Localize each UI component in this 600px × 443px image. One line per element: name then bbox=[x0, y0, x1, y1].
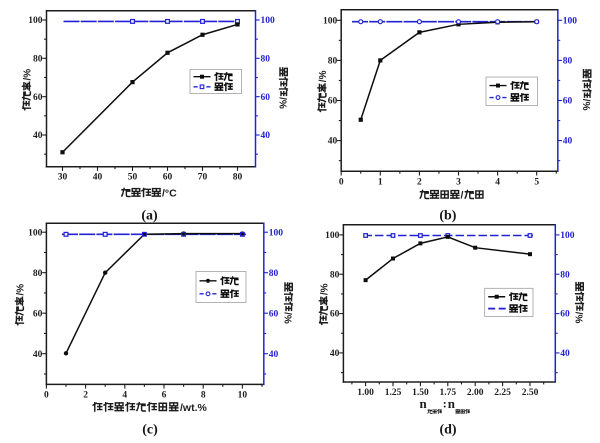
svg-text:80: 80 bbox=[563, 57, 573, 67]
svg-text:60: 60 bbox=[560, 310, 570, 320]
svg-text:100: 100 bbox=[261, 16, 276, 26]
svg-text:1.25: 1.25 bbox=[385, 388, 402, 398]
svg-text:3: 3 bbox=[456, 177, 461, 187]
svg-text:/wt.%: /wt.% bbox=[180, 402, 207, 414]
svg-text:8: 8 bbox=[201, 390, 206, 400]
svg-text:10: 10 bbox=[238, 390, 248, 400]
svg-text:30: 30 bbox=[58, 173, 68, 183]
svg-text:(c): (c) bbox=[142, 423, 158, 438]
svg-text:100: 100 bbox=[560, 231, 575, 241]
svg-text:/%: /% bbox=[281, 312, 292, 324]
svg-text:1.00: 1.00 bbox=[357, 388, 374, 398]
svg-text:100: 100 bbox=[28, 228, 43, 238]
svg-text:40: 40 bbox=[33, 131, 43, 141]
svg-text::: : bbox=[443, 397, 447, 411]
svg-text:100: 100 bbox=[269, 228, 284, 238]
svg-text:/%: /% bbox=[16, 284, 27, 296]
svg-text:/%: /% bbox=[320, 283, 331, 295]
svg-text:6: 6 bbox=[162, 390, 167, 400]
svg-text:60: 60 bbox=[33, 309, 43, 319]
svg-text:60: 60 bbox=[163, 173, 173, 183]
svg-text:40: 40 bbox=[33, 350, 43, 360]
svg-text:(b): (b) bbox=[439, 209, 456, 224]
svg-text:2.50: 2.50 bbox=[522, 388, 539, 398]
svg-text:(d): (d) bbox=[439, 423, 456, 438]
svg-text:5: 5 bbox=[534, 177, 539, 187]
svg-text:40: 40 bbox=[269, 350, 279, 360]
svg-text:40: 40 bbox=[563, 137, 573, 147]
svg-text:2: 2 bbox=[83, 390, 88, 400]
svg-text:2: 2 bbox=[417, 177, 422, 187]
svg-text:80: 80 bbox=[33, 54, 43, 64]
svg-text:80: 80 bbox=[560, 270, 570, 280]
svg-text:60: 60 bbox=[330, 310, 340, 320]
svg-text:40: 40 bbox=[93, 173, 103, 183]
svg-text:70: 70 bbox=[198, 173, 208, 183]
svg-text:60: 60 bbox=[328, 97, 338, 107]
svg-text:/%: /% bbox=[318, 70, 329, 82]
svg-text:40: 40 bbox=[261, 131, 271, 141]
svg-text:50: 50 bbox=[128, 173, 138, 183]
svg-text:/°C: /°C bbox=[162, 188, 177, 200]
svg-text:40: 40 bbox=[330, 349, 340, 359]
svg-text:0: 0 bbox=[339, 177, 344, 187]
svg-text:1: 1 bbox=[378, 177, 383, 187]
svg-text:/%: /% bbox=[23, 69, 34, 81]
svg-text:60: 60 bbox=[269, 309, 279, 319]
svg-text:100: 100 bbox=[28, 16, 43, 26]
svg-text:60: 60 bbox=[563, 97, 573, 107]
svg-text:80: 80 bbox=[33, 269, 43, 279]
svg-text:40: 40 bbox=[328, 137, 338, 147]
svg-text:80: 80 bbox=[261, 54, 271, 64]
svg-text:40: 40 bbox=[560, 349, 570, 359]
svg-text:4: 4 bbox=[122, 390, 127, 400]
svg-text:100: 100 bbox=[323, 16, 338, 26]
svg-text:80: 80 bbox=[328, 57, 338, 67]
svg-text:/%: /% bbox=[572, 312, 583, 324]
svg-text:2.25: 2.25 bbox=[494, 388, 511, 398]
svg-text:4: 4 bbox=[495, 177, 500, 187]
svg-text:/%: /% bbox=[580, 99, 591, 111]
svg-text:100: 100 bbox=[563, 16, 578, 26]
svg-text:1.50: 1.50 bbox=[412, 388, 429, 398]
svg-text:0: 0 bbox=[44, 390, 49, 400]
svg-text:100: 100 bbox=[325, 231, 340, 241]
svg-text:n: n bbox=[420, 396, 428, 411]
svg-text:60: 60 bbox=[33, 93, 43, 103]
svg-text:60: 60 bbox=[261, 93, 271, 103]
svg-text:80: 80 bbox=[269, 269, 279, 279]
svg-text:1.75: 1.75 bbox=[439, 388, 456, 398]
svg-text:n: n bbox=[448, 396, 456, 411]
svg-text:/: / bbox=[461, 190, 464, 202]
svg-text:80: 80 bbox=[233, 173, 243, 183]
svg-text:/%: /% bbox=[276, 97, 287, 109]
svg-text:2.00: 2.00 bbox=[467, 388, 484, 398]
svg-text:(a): (a) bbox=[141, 208, 158, 223]
svg-text:80: 80 bbox=[330, 270, 340, 280]
